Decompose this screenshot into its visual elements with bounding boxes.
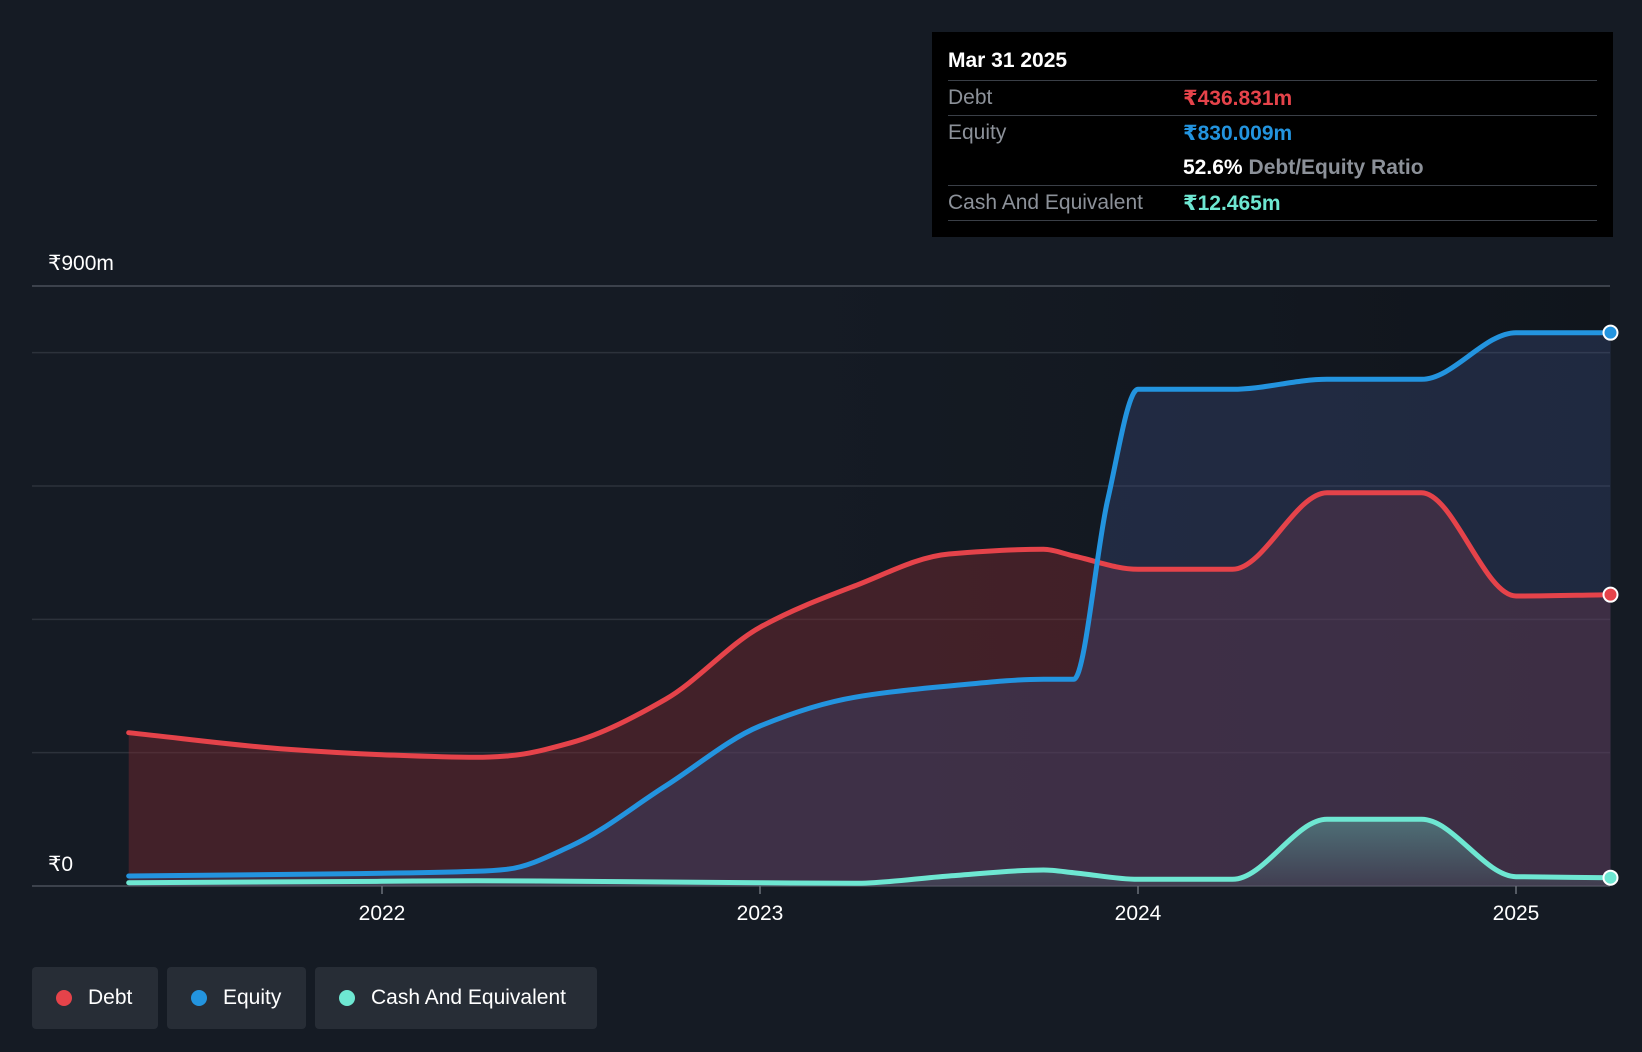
legend-dot-equity [191, 990, 207, 1006]
y-axis-top-label: ₹900m [48, 252, 114, 275]
series-areas [128, 332, 1611, 886]
y-axis-bottom-label: ₹0 [48, 853, 73, 876]
tooltip-debt-value: ₹436.831m [1183, 86, 1293, 110]
line-debt [126, 490, 1613, 760]
series-lines [126, 330, 1613, 886]
area-equity [128, 332, 1611, 886]
legend-label-cash: Cash And Equivalent [371, 986, 566, 1009]
tooltip-equity-row: Equity ₹830.009m [948, 115, 1597, 150]
legend-item-cash[interactable]: Cash And Equivalent [315, 967, 597, 1029]
end-marker-equity [1602, 324, 1619, 341]
line-cash [126, 816, 1613, 886]
tooltip-cash-value: ₹12.465m [1183, 191, 1281, 215]
tooltip-equity-label: Equity [948, 121, 1007, 144]
end-marker-cash [1602, 869, 1619, 886]
x-tick-label: 2022 [359, 902, 406, 925]
tooltip-equity-value: ₹830.009m [1183, 121, 1293, 145]
legend-item-equity[interactable]: Equity [167, 967, 306, 1029]
tooltip-ratio-label: Debt/Equity Ratio [1248, 156, 1424, 179]
series-end-markers [1602, 324, 1619, 886]
chart-legend: Debt Equity Cash And Equivalent [32, 967, 597, 1029]
hover-shade [800, 286, 1610, 886]
x-tick-label: 2025 [1493, 902, 1540, 925]
tooltip-cash-row: Cash And Equivalent ₹12.465m [948, 185, 1597, 221]
tooltip-date: Mar 31 2025 [948, 49, 1068, 72]
legend-dot-cash [339, 990, 355, 1006]
x-tick-label: 2023 [737, 902, 784, 925]
tooltip-debt-label: Debt [948, 86, 993, 109]
legend-dot-debt [56, 990, 72, 1006]
line-equity [126, 330, 1613, 879]
area-debt [128, 492, 1611, 886]
tooltip-ratio-row: 52.6% Debt/Equity Ratio [948, 150, 1597, 185]
legend-item-debt[interactable]: Debt [32, 967, 158, 1029]
data-tooltip: Mar 31 2025 Debt ₹436.831m Equity ₹830.0… [932, 32, 1613, 237]
tooltip-ratio-value: 52.6% [1183, 156, 1243, 179]
legend-label-equity: Equity [223, 986, 282, 1009]
tooltip-debt-row: Debt ₹436.831m [948, 80, 1597, 115]
end-marker-debt [1602, 586, 1619, 603]
x-axis: 2022 2023 2024 2025 [359, 886, 1540, 925]
legend-label-debt: Debt [88, 986, 133, 1009]
area-cash [128, 819, 1611, 886]
tooltip-cash-label: Cash And Equivalent [948, 191, 1143, 214]
x-tick-label: 2024 [1115, 902, 1162, 925]
